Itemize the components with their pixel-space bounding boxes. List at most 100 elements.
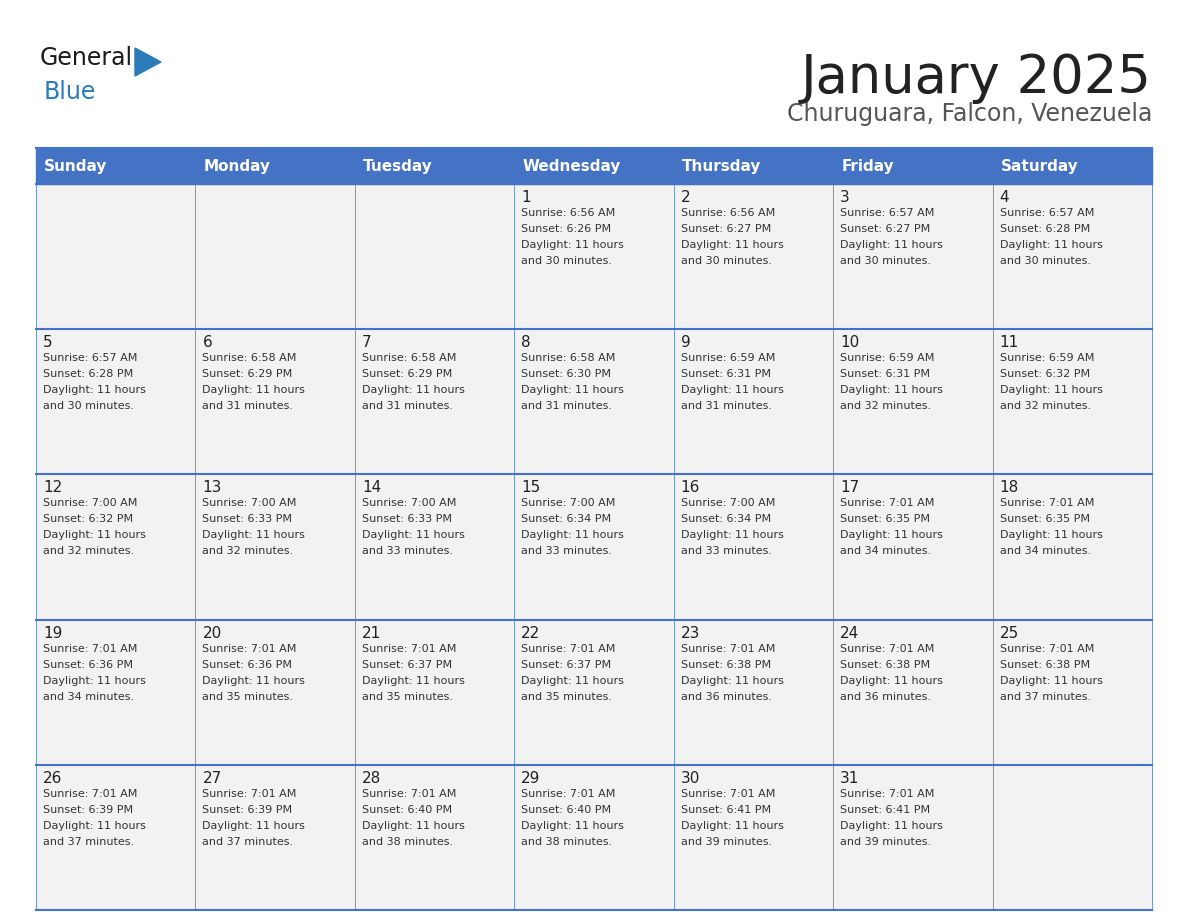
- Bar: [992, 330, 1152, 475]
- Text: and 37 minutes.: and 37 minutes.: [202, 837, 293, 846]
- Text: Sunrise: 7:00 AM: Sunrise: 7:00 AM: [362, 498, 456, 509]
- Bar: [196, 765, 355, 910]
- Text: Sunrise: 6:59 AM: Sunrise: 6:59 AM: [840, 353, 935, 364]
- Text: 20: 20: [202, 625, 222, 641]
- Bar: [674, 330, 833, 475]
- Bar: [514, 620, 674, 765]
- Text: 4: 4: [999, 190, 1009, 205]
- Text: and 34 minutes.: and 34 minutes.: [840, 546, 931, 556]
- Bar: [833, 765, 992, 910]
- Text: 22: 22: [522, 625, 541, 641]
- Bar: [514, 475, 674, 620]
- Text: Sunrise: 7:01 AM: Sunrise: 7:01 AM: [43, 789, 138, 799]
- Text: and 33 minutes.: and 33 minutes.: [522, 546, 612, 556]
- Text: Daylight: 11 hours: Daylight: 11 hours: [840, 676, 943, 686]
- Text: and 32 minutes.: and 32 minutes.: [840, 401, 931, 411]
- Text: 8: 8: [522, 335, 531, 350]
- Bar: [36, 620, 196, 765]
- Text: and 31 minutes.: and 31 minutes.: [681, 401, 772, 411]
- Text: Sunset: 6:32 PM: Sunset: 6:32 PM: [43, 514, 133, 524]
- Bar: [674, 184, 833, 330]
- Text: 6: 6: [202, 335, 213, 350]
- Text: Sunrise: 7:01 AM: Sunrise: 7:01 AM: [522, 644, 615, 654]
- Text: Sunrise: 6:57 AM: Sunrise: 6:57 AM: [43, 353, 138, 364]
- Text: 16: 16: [681, 480, 700, 496]
- Text: Daylight: 11 hours: Daylight: 11 hours: [522, 821, 624, 831]
- Text: 27: 27: [202, 771, 222, 786]
- Text: Sunrise: 7:00 AM: Sunrise: 7:00 AM: [681, 498, 775, 509]
- Bar: [355, 330, 514, 475]
- Text: 26: 26: [43, 771, 63, 786]
- Text: 19: 19: [43, 625, 63, 641]
- Text: Sunrise: 7:00 AM: Sunrise: 7:00 AM: [522, 498, 615, 509]
- Text: Daylight: 11 hours: Daylight: 11 hours: [681, 240, 784, 250]
- Bar: [36, 475, 196, 620]
- Text: Sunset: 6:34 PM: Sunset: 6:34 PM: [522, 514, 612, 524]
- Text: Daylight: 11 hours: Daylight: 11 hours: [202, 821, 305, 831]
- Text: Sunrise: 7:01 AM: Sunrise: 7:01 AM: [43, 644, 138, 654]
- Bar: [514, 330, 674, 475]
- Text: 13: 13: [202, 480, 222, 496]
- Text: Daylight: 11 hours: Daylight: 11 hours: [522, 240, 624, 250]
- Text: Sunrise: 7:01 AM: Sunrise: 7:01 AM: [999, 644, 1094, 654]
- Text: Sunrise: 6:59 AM: Sunrise: 6:59 AM: [999, 353, 1094, 364]
- Bar: [196, 475, 355, 620]
- Text: Sunrise: 6:59 AM: Sunrise: 6:59 AM: [681, 353, 775, 364]
- Text: Sunrise: 7:01 AM: Sunrise: 7:01 AM: [362, 789, 456, 799]
- Text: 2: 2: [681, 190, 690, 205]
- Text: Sunset: 6:38 PM: Sunset: 6:38 PM: [999, 660, 1089, 669]
- Text: Daylight: 11 hours: Daylight: 11 hours: [202, 386, 305, 396]
- Text: and 32 minutes.: and 32 minutes.: [43, 546, 134, 556]
- Text: and 37 minutes.: and 37 minutes.: [43, 837, 134, 846]
- Text: Thursday: Thursday: [682, 159, 762, 174]
- Text: Sunset: 6:38 PM: Sunset: 6:38 PM: [840, 660, 930, 669]
- Text: Daylight: 11 hours: Daylight: 11 hours: [999, 386, 1102, 396]
- Text: Daylight: 11 hours: Daylight: 11 hours: [43, 386, 146, 396]
- Text: Sunrise: 6:57 AM: Sunrise: 6:57 AM: [840, 208, 935, 218]
- Text: Daylight: 11 hours: Daylight: 11 hours: [43, 676, 146, 686]
- Text: 25: 25: [999, 625, 1019, 641]
- Text: January 2025: January 2025: [801, 52, 1152, 104]
- Text: and 30 minutes.: and 30 minutes.: [43, 401, 134, 411]
- Text: Sunset: 6:36 PM: Sunset: 6:36 PM: [202, 660, 292, 669]
- Text: and 31 minutes.: and 31 minutes.: [362, 401, 453, 411]
- Text: 18: 18: [999, 480, 1019, 496]
- Text: Sunset: 6:26 PM: Sunset: 6:26 PM: [522, 224, 612, 234]
- Text: Daylight: 11 hours: Daylight: 11 hours: [202, 676, 305, 686]
- Text: and 37 minutes.: and 37 minutes.: [999, 691, 1091, 701]
- Text: Daylight: 11 hours: Daylight: 11 hours: [999, 240, 1102, 250]
- Text: Friday: Friday: [841, 159, 893, 174]
- Text: Sunset: 6:34 PM: Sunset: 6:34 PM: [681, 514, 771, 524]
- Text: Sunset: 6:27 PM: Sunset: 6:27 PM: [681, 224, 771, 234]
- Text: Sunrise: 6:57 AM: Sunrise: 6:57 AM: [999, 208, 1094, 218]
- Text: Daylight: 11 hours: Daylight: 11 hours: [522, 531, 624, 541]
- Text: Sunset: 6:31 PM: Sunset: 6:31 PM: [681, 369, 771, 379]
- Text: Churuguara, Falcon, Venezuela: Churuguara, Falcon, Venezuela: [786, 102, 1152, 126]
- Text: Sunset: 6:40 PM: Sunset: 6:40 PM: [362, 805, 451, 815]
- Text: Daylight: 11 hours: Daylight: 11 hours: [681, 821, 784, 831]
- Text: Sunrise: 7:01 AM: Sunrise: 7:01 AM: [522, 789, 615, 799]
- Text: Daylight: 11 hours: Daylight: 11 hours: [840, 240, 943, 250]
- Text: Sunset: 6:33 PM: Sunset: 6:33 PM: [362, 514, 451, 524]
- Text: 1: 1: [522, 190, 531, 205]
- Text: 3: 3: [840, 190, 849, 205]
- Text: Daylight: 11 hours: Daylight: 11 hours: [522, 676, 624, 686]
- Bar: [196, 620, 355, 765]
- Text: and 30 minutes.: and 30 minutes.: [840, 256, 931, 266]
- Bar: [196, 184, 355, 330]
- Text: Sunset: 6:37 PM: Sunset: 6:37 PM: [522, 660, 612, 669]
- Bar: [992, 620, 1152, 765]
- Text: Sunset: 6:40 PM: Sunset: 6:40 PM: [522, 805, 612, 815]
- Text: Sunset: 6:41 PM: Sunset: 6:41 PM: [840, 805, 930, 815]
- Text: 11: 11: [999, 335, 1019, 350]
- Text: Sunrise: 7:01 AM: Sunrise: 7:01 AM: [840, 498, 935, 509]
- Bar: [674, 475, 833, 620]
- Text: and 31 minutes.: and 31 minutes.: [522, 401, 612, 411]
- Text: Sunset: 6:33 PM: Sunset: 6:33 PM: [202, 514, 292, 524]
- Text: Daylight: 11 hours: Daylight: 11 hours: [681, 386, 784, 396]
- Bar: [514, 765, 674, 910]
- Text: Wednesday: Wednesday: [523, 159, 620, 174]
- Bar: [355, 184, 514, 330]
- Text: Sunrise: 7:01 AM: Sunrise: 7:01 AM: [999, 498, 1094, 509]
- Text: and 30 minutes.: and 30 minutes.: [681, 256, 772, 266]
